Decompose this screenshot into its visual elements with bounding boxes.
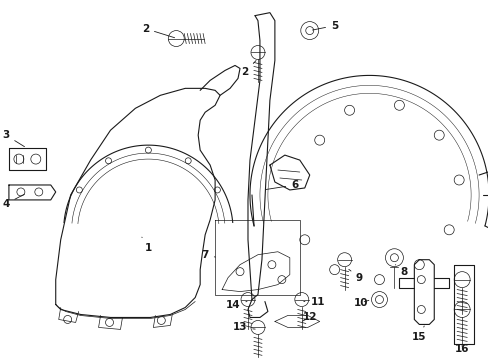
Text: 7: 7 bbox=[201, 250, 215, 260]
Text: 14: 14 bbox=[225, 300, 246, 310]
Text: 13: 13 bbox=[232, 323, 255, 332]
Text: 2: 2 bbox=[241, 60, 256, 77]
Text: 10: 10 bbox=[354, 297, 368, 307]
Text: 9: 9 bbox=[348, 269, 363, 283]
Text: 12: 12 bbox=[302, 312, 316, 323]
Text: 11: 11 bbox=[303, 297, 325, 306]
Text: 16: 16 bbox=[454, 345, 468, 354]
Text: 5: 5 bbox=[312, 21, 338, 31]
Text: 6: 6 bbox=[265, 180, 298, 190]
Text: 2: 2 bbox=[142, 24, 174, 38]
Text: 3: 3 bbox=[2, 130, 24, 147]
Text: 8: 8 bbox=[395, 265, 407, 276]
Text: 1: 1 bbox=[142, 237, 152, 253]
Text: 15: 15 bbox=[411, 326, 426, 342]
Text: 4: 4 bbox=[2, 194, 24, 209]
